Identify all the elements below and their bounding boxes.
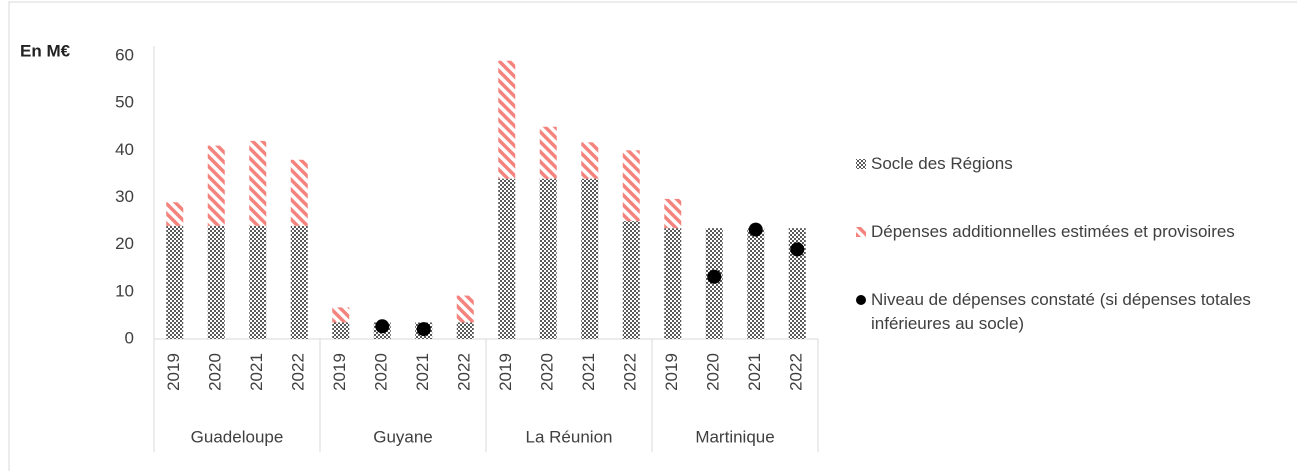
legend-entry: Dépenses additionnelles estimées et prov… [855, 220, 1266, 244]
legend-swatch [856, 159, 866, 169]
x-tick-label: 2020 [206, 353, 225, 391]
group-label: Guadeloupe [191, 427, 284, 446]
legend-label: Socle des Régions [871, 154, 1013, 173]
bar-segment [498, 60, 516, 179]
x-tick-label: 2022 [621, 353, 640, 391]
bar-segment [207, 145, 225, 226]
bar-segment [249, 225, 267, 339]
bar-segment [539, 126, 557, 179]
x-tick-label: 2019 [330, 353, 349, 391]
bar-segment [788, 228, 806, 339]
group-label: Martinique [695, 427, 774, 446]
x-tick-label: 2022 [787, 353, 806, 391]
bar-segment [249, 140, 267, 226]
dot [748, 222, 763, 237]
x-tick-label: 2021 [413, 353, 432, 391]
x-tick-label: 2019 [662, 353, 681, 391]
y-axis-label: En M€ [20, 41, 71, 60]
legend-marker [856, 227, 866, 237]
group-label: La Réunion [526, 427, 613, 446]
dot [790, 242, 805, 257]
legend-entry: Niveau de dépenses constaté (si dépenses… [855, 288, 1291, 336]
y-tick-label: 0 [125, 328, 134, 347]
group-label: Guyane [373, 427, 433, 446]
bar-segment [166, 202, 184, 226]
bar-segment [166, 225, 184, 339]
bar-segment [581, 142, 599, 179]
legend-swatch [856, 227, 866, 237]
legend-marker [856, 295, 866, 305]
x-tick-label: 2022 [455, 353, 474, 391]
bar-segment [332, 307, 350, 323]
bar-segment [456, 322, 474, 339]
y-tick-label: 20 [115, 234, 134, 253]
bar-segment [581, 178, 599, 339]
x-tick-label: 2022 [289, 353, 308, 391]
x-tick-label: 2020 [372, 353, 391, 391]
dot [375, 319, 390, 334]
y-tick-label: 30 [115, 187, 134, 206]
y-tick-label: 50 [115, 93, 134, 112]
bar-segment [456, 295, 474, 323]
bar-segment [290, 159, 308, 226]
bar-segment [332, 322, 350, 339]
x-tick-label: 2021 [579, 353, 598, 391]
x-tick-label: 2021 [247, 353, 266, 391]
dot [416, 322, 431, 337]
bar-segment [664, 228, 682, 339]
legend-marker [856, 159, 866, 169]
x-tick-label: 2020 [538, 353, 557, 391]
bar-segment [622, 221, 640, 339]
bar-segment [747, 228, 765, 339]
bar-segment [498, 178, 516, 339]
y-tick-label: 60 [115, 45, 134, 64]
y-tick-label: 40 [115, 140, 134, 159]
y-tick-label: 10 [115, 281, 134, 300]
x-tick-label: 2019 [164, 353, 183, 391]
x-tick-label: 2019 [496, 353, 515, 391]
bar-segment [207, 225, 225, 339]
frame [8, 1, 1297, 471]
bar-segment [290, 225, 308, 339]
bar-segment [539, 178, 557, 339]
legend-entry: Socle des Régions [855, 152, 1291, 176]
bar-segment [664, 198, 682, 229]
x-tick-label: 2020 [704, 353, 723, 391]
legend-label: Niveau de dépenses constaté (si dépenses… [871, 290, 1251, 333]
dot [707, 269, 722, 284]
x-tick-label: 2021 [745, 353, 764, 391]
legend-label: Dépenses additionnelles estimées et prov… [871, 222, 1235, 241]
legend-swatch [856, 295, 866, 305]
bar-segment [622, 150, 640, 222]
